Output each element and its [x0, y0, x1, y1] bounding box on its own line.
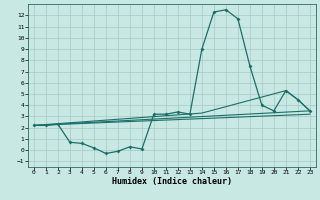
X-axis label: Humidex (Indice chaleur): Humidex (Indice chaleur) — [112, 177, 232, 186]
